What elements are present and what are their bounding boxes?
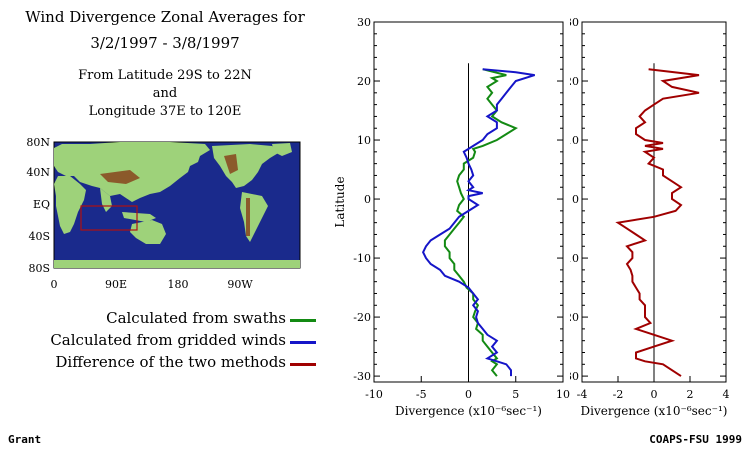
map-lon-label: 90W [227, 278, 253, 291]
legend-item-swaths: Calculated from swaths [8, 309, 318, 331]
legend-item-gridded: Calculated from gridded winds [8, 331, 318, 353]
map-lon-label: 90E [105, 278, 127, 291]
africa [54, 176, 86, 234]
x-axis-label: Divergence (x10⁻⁶sec⁻¹) [395, 404, 542, 418]
map-lon-labels: 0 90E 180 90W [51, 278, 254, 291]
map-lat-label: 40S [28, 230, 50, 243]
x-tick-label: -10 [365, 388, 383, 401]
antarctica [54, 260, 300, 268]
chart-title: Wind Divergence Zonal Averages for [25, 8, 305, 26]
legend-swatch-gridded [290, 341, 316, 344]
map-lon-label: 0 [51, 278, 58, 291]
x-tick-label: 4 [723, 388, 730, 401]
map-lat-label: 40N [26, 166, 50, 179]
legend-label: Calculated from swaths [106, 309, 286, 327]
y-tick-label: -30 [353, 370, 371, 383]
legend-swatch-difference [290, 363, 316, 366]
x-tick-label: -5 [416, 388, 427, 401]
map-lat-label: 80N [26, 136, 50, 149]
series-line [421, 68, 535, 377]
world-map: 80N 40N EQ 40S 80S 0 90E 180 90W [26, 136, 301, 291]
legend-item-difference: Difference of the two methods [8, 353, 318, 375]
legend-label: Difference of the two methods [55, 353, 286, 371]
series-line [443, 68, 518, 377]
x-tick-label: 0 [465, 388, 472, 401]
y-axis-label: Latitude [333, 176, 347, 227]
y-tick-label: 10 [570, 134, 579, 147]
map-lat-label: 80S [28, 262, 50, 275]
x-tick-label: 2 [687, 388, 694, 401]
latitude-range: From Latitude 29S to 22N [78, 68, 252, 83]
divergence-chart: -30 -20 -10 0 10 20 30 -10 -5 0 5 10 Divergence (x10… [333, 16, 570, 418]
australia [130, 220, 166, 244]
y-tick-label: 0 [364, 193, 371, 206]
x-tick-label: 10 [556, 388, 570, 401]
footer-author: Grant [8, 433, 42, 446]
y-tick-label: 30 [357, 16, 371, 29]
map-lat-labels: 80N 40N EQ 40S 80S [26, 136, 50, 275]
y-tick-label: 20 [570, 75, 579, 88]
longitude-range: Longitude 37E to 120E [88, 104, 242, 119]
y-tick-label: -20 [353, 311, 371, 324]
x-tick-label: -2 [613, 388, 624, 401]
region-box [80, 205, 138, 231]
indonesia [122, 212, 156, 222]
map-lat-label: EQ [33, 198, 50, 211]
y-tick-label: 20 [357, 75, 371, 88]
map-highlands [100, 154, 250, 236]
y-tick-label: 0 [572, 193, 579, 206]
x-tick-label: 0 [651, 388, 658, 401]
north-america [212, 144, 280, 188]
x-tick-label: -4 [577, 388, 588, 401]
legend-label: Calculated from gridded winds [50, 331, 286, 349]
y-tick-label: -10 [570, 252, 579, 265]
y-tick-label: 30 [570, 16, 579, 29]
series-line [615, 68, 700, 377]
date-range: 3/2/1997 - 3/8/1997 [90, 34, 240, 52]
and-text: and [152, 86, 178, 101]
y-tick-label: 10 [357, 134, 371, 147]
greenland [272, 143, 292, 156]
x-axis-label: Divergence (x10⁻⁶sec⁻¹) [581, 404, 728, 418]
footer-credit: COAPS-FSU 1999 [649, 433, 742, 446]
legend-swatch-swaths [290, 319, 316, 322]
y-tick-label: -20 [570, 311, 579, 324]
y-tick-label: -30 [570, 370, 579, 383]
x-tick-label: 5 [512, 388, 519, 401]
y-tick-label: -10 [353, 252, 371, 265]
map-lon-label: 180 [168, 278, 189, 291]
